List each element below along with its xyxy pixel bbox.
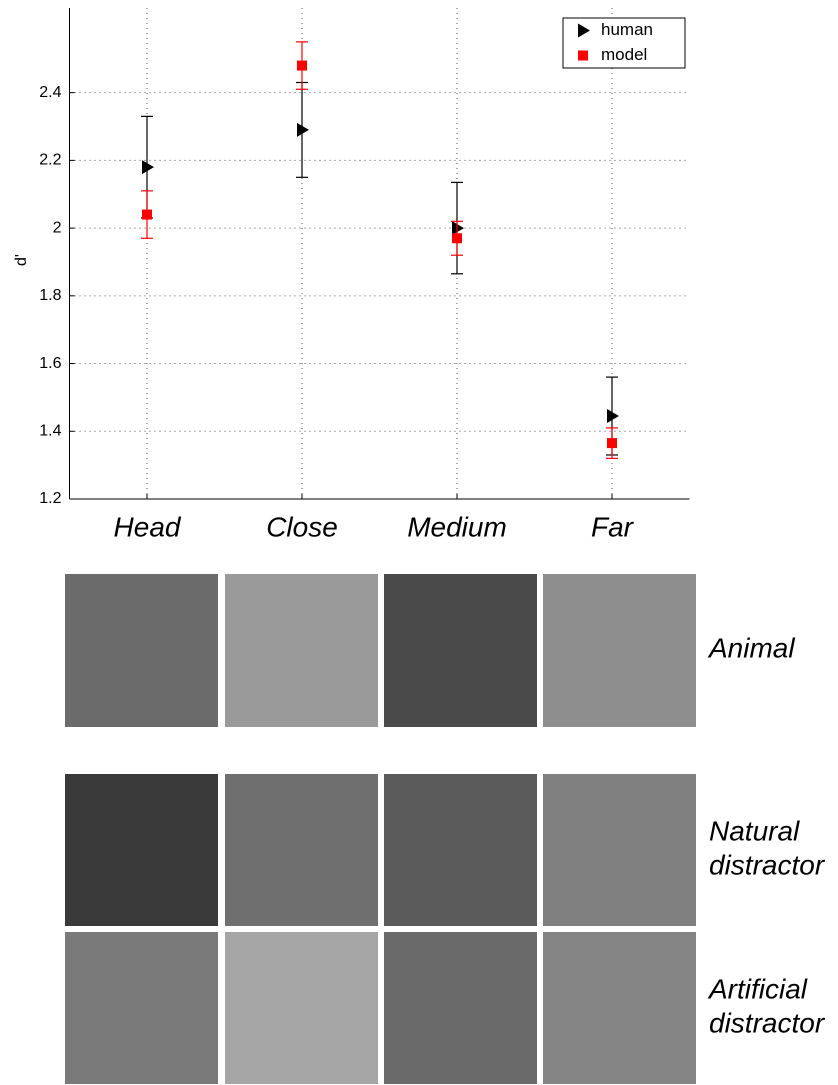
data-point (452, 233, 462, 244)
data-point (142, 209, 152, 220)
photo (225, 774, 378, 926)
photo (384, 574, 537, 727)
photo (65, 774, 218, 926)
y-tick-label: 1.2 (39, 490, 61, 507)
data-point (578, 23, 590, 38)
photo (543, 774, 696, 926)
row-label: distractor (709, 1007, 826, 1038)
photo (543, 932, 696, 1084)
data-point (452, 221, 464, 236)
photo (65, 932, 218, 1084)
y-tick-label: 1.4 (39, 422, 61, 439)
photo (384, 932, 537, 1084)
image-grid (65, 574, 696, 1084)
row-label: Animal (707, 632, 795, 663)
y-tick-label: 1.8 (39, 287, 61, 304)
legend-box (562, 17, 686, 69)
y-tick-label: 2.2 (39, 152, 61, 169)
row-label: Artificial (707, 973, 808, 1004)
legend-label: model (601, 45, 647, 64)
photo (225, 932, 378, 1084)
data-point (607, 409, 619, 424)
data-point (297, 122, 309, 137)
y-axis-label: d' (13, 254, 30, 266)
row-label: distractor (709, 849, 826, 880)
x-tick-label: Far (591, 511, 635, 542)
photo (384, 774, 537, 926)
photo (225, 574, 378, 727)
data-point (142, 160, 154, 175)
photo (543, 574, 696, 727)
x-tick-label: Head (114, 511, 182, 542)
data-point (607, 438, 617, 449)
y-tick-label: 2 (53, 219, 62, 236)
data-point (297, 60, 307, 71)
y-tick-label: 2.4 (39, 84, 61, 101)
y-tick-label: 1.6 (39, 355, 61, 372)
photo (65, 574, 218, 727)
x-tick-label: Close (266, 511, 338, 542)
x-tick-label: Medium (407, 511, 507, 542)
row-label: Natural (709, 815, 800, 846)
legend-label: human (601, 20, 653, 39)
data-point (578, 50, 588, 61)
